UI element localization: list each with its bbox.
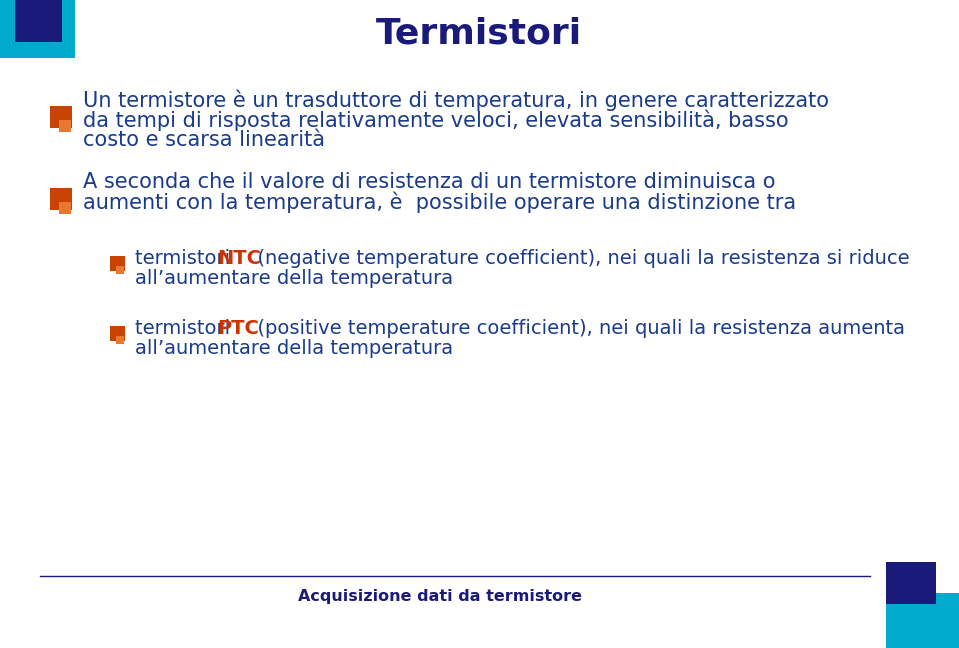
- Bar: [15, 0, 62, 42]
- Bar: [0, 0, 75, 58]
- Bar: [116, 266, 124, 274]
- Text: termistori: termistori: [135, 248, 236, 268]
- Bar: [110, 326, 125, 341]
- Text: costo e scarsa linearità: costo e scarsa linearità: [83, 130, 325, 150]
- Text: (negative temperature coefficient), nei quali la resistenza si riduce: (negative temperature coefficient), nei …: [245, 248, 910, 268]
- Text: Un termistore è un trasduttore di temperatura, in genere caratterizzato: Un termistore è un trasduttore di temper…: [83, 89, 829, 111]
- Bar: [116, 336, 124, 344]
- Text: NTC: NTC: [217, 248, 261, 268]
- Bar: [58, 120, 71, 132]
- Bar: [58, 202, 71, 214]
- Bar: [886, 562, 936, 604]
- Text: 2: 2: [900, 587, 911, 605]
- Bar: [110, 256, 125, 271]
- Text: A seconda che il valore di resistenza di un termistore diminuisca o: A seconda che il valore di resistenza di…: [83, 172, 776, 192]
- Text: da tempi di risposta relativamente veloci, elevata sensibilità, basso: da tempi di risposta relativamente veloc…: [83, 110, 788, 131]
- Text: all’aumentare della temperatura: all’aumentare della temperatura: [135, 338, 453, 358]
- Bar: [50, 188, 72, 210]
- Text: all’aumentare della temperatura: all’aumentare della temperatura: [135, 268, 453, 288]
- Text: aumenti con la temperatura, è  possibile operare una distinzione tra: aumenti con la temperatura, è possibile …: [83, 191, 796, 213]
- Bar: [50, 106, 72, 128]
- Bar: [886, 593, 959, 648]
- Text: (positive temperature coefficient), nei quali la resistenza aumenta: (positive temperature coefficient), nei …: [245, 319, 905, 338]
- Text: Termistori: Termistori: [376, 17, 582, 51]
- Text: termistori: termistori: [135, 319, 236, 338]
- Text: Acquisizione dati da termistore: Acquisizione dati da termistore: [298, 588, 582, 603]
- Text: PTC: PTC: [217, 319, 259, 338]
